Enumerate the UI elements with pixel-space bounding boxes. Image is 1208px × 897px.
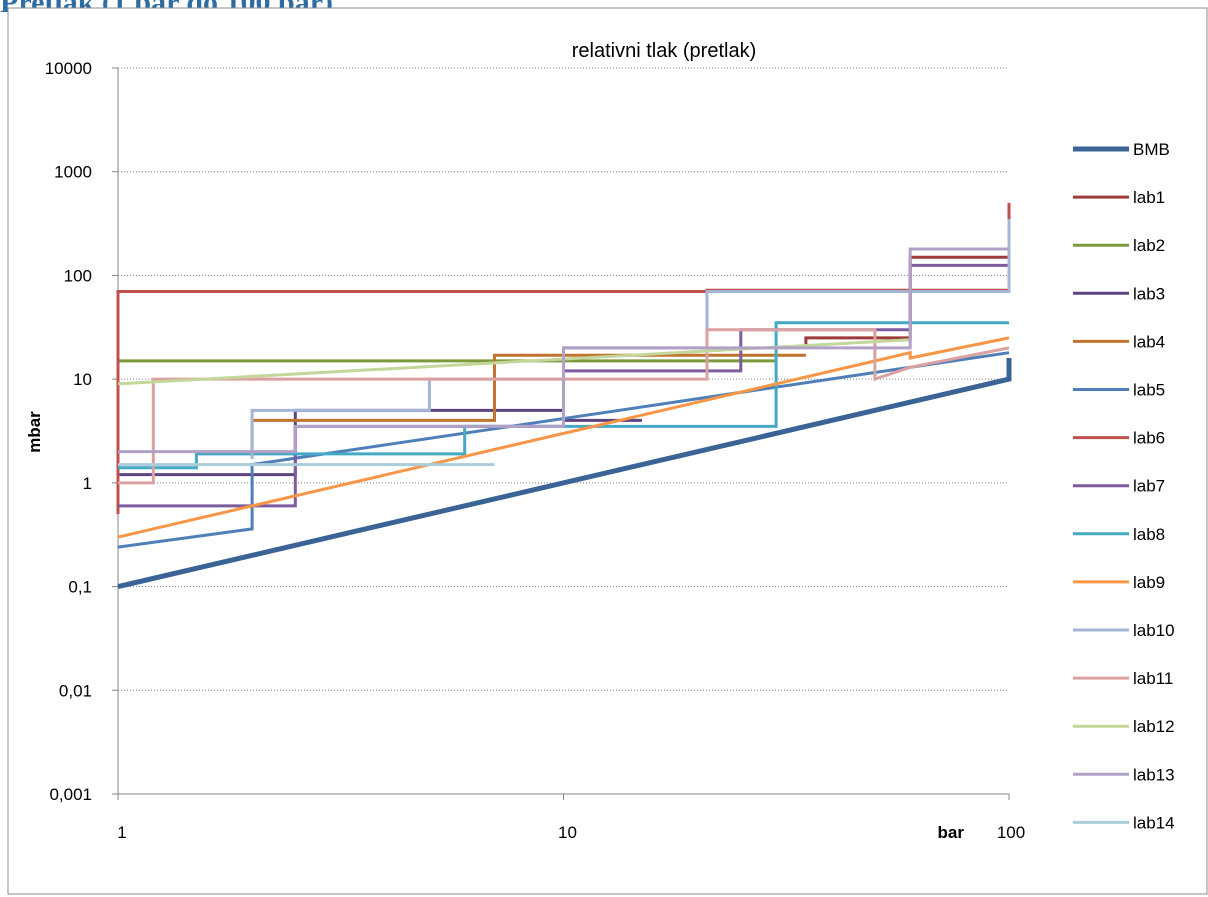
legend-label-bmb: BMB — [1133, 140, 1170, 159]
x-axis-title: bar — [938, 823, 965, 842]
legend-label-lab13: lab13 — [1133, 765, 1175, 784]
legend-label-lab11: lab11 — [1133, 669, 1173, 688]
y-tick-label: 0,001 — [49, 785, 92, 804]
y-axis-title: mbar — [25, 411, 44, 453]
legend-label-lab12: lab12 — [1133, 717, 1175, 736]
legend-label-lab7: lab7 — [1133, 477, 1165, 496]
y-tick-label: 1 — [83, 474, 92, 493]
series-line-lab5 — [117, 351, 1010, 549]
series-line-bmb — [117, 358, 1012, 590]
legend-label-lab2: lab2 — [1133, 236, 1165, 255]
chart-title: relativni tlak (pretlak) — [572, 40, 757, 62]
y-tick-label: 10 — [73, 370, 92, 389]
series-line-lab9 — [117, 336, 1010, 539]
series-line-lab11 — [118, 328, 1010, 485]
y-tick-label: 10000 — [45, 59, 92, 78]
plot-series — [116, 202, 1012, 590]
y-tick-label: 100 — [64, 266, 92, 285]
legend-label-lab4: lab4 — [1133, 332, 1165, 351]
axis-labels: 0,001 0,01 0,1 1 10 100 1000 10000 1 10 100 — [45, 59, 1025, 842]
legend-label-lab3: lab3 — [1133, 284, 1165, 303]
legend-label-lab14: lab14 — [1133, 813, 1175, 832]
x-tick-label: 1 — [117, 823, 126, 842]
legend-label-lab9: lab9 — [1133, 573, 1165, 592]
series-line-lab13 — [118, 247, 1009, 454]
legend-label-lab6: lab6 — [1133, 429, 1165, 448]
legend: BMB lab1 lab2 lab3 lab4 lab5 lab6 lab7 lab8 lab9 l… — [1073, 140, 1175, 832]
y-tick-label: 1000 — [54, 163, 92, 182]
legend-label-lab5: lab5 — [1133, 381, 1165, 400]
x-tick-label: 100 — [997, 823, 1025, 842]
legend-label-lab8: lab8 — [1133, 525, 1165, 544]
y-tick-label: 0,01 — [59, 681, 92, 700]
legend-label-lab10: lab10 — [1133, 621, 1175, 640]
y-tick-label: 0,1 — [68, 578, 92, 597]
legend-label-lab1: lab1 — [1133, 188, 1165, 207]
x-tick-label: 10 — [558, 823, 577, 842]
